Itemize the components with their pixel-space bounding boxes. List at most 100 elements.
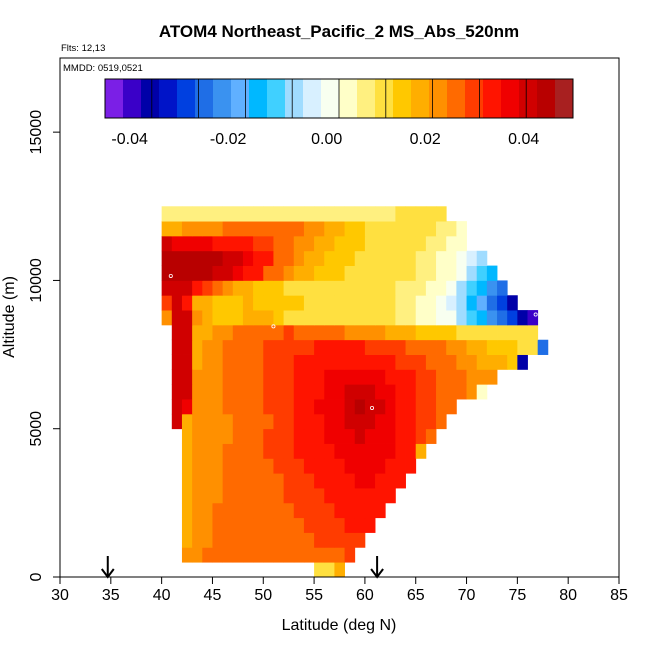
colorbar-segment xyxy=(231,79,250,118)
heatmap-cell xyxy=(212,339,224,355)
heatmap-cell xyxy=(161,280,173,296)
heatmap-cell xyxy=(334,473,345,489)
colorbar-segment xyxy=(519,79,538,118)
heatmap-cell xyxy=(415,295,427,311)
heatmap-cell xyxy=(405,399,417,415)
heatmap-cell xyxy=(273,384,284,400)
heatmap-cell xyxy=(202,295,213,311)
heatmap-cell xyxy=(324,443,335,459)
heatmap-cell xyxy=(405,280,417,296)
heatmap-cell xyxy=(253,502,264,519)
heatmap-cell xyxy=(344,339,356,355)
heatmap-cell xyxy=(181,488,193,504)
heatmap-cell xyxy=(415,235,427,252)
heatmap-cell xyxy=(303,310,315,326)
heatmap-cell xyxy=(385,280,396,296)
heatmap-cell xyxy=(486,354,498,370)
heatmap-cell xyxy=(375,369,386,385)
heatmap-cell xyxy=(232,310,244,326)
heatmap-cell xyxy=(192,369,203,385)
heatmap-cell xyxy=(364,206,376,222)
heatmap-cell xyxy=(263,428,274,444)
heatmap-cell xyxy=(181,502,193,519)
colorbar-tick-label: -0.02 xyxy=(210,131,247,148)
heatmap-cell xyxy=(497,354,508,370)
heatmap-cell xyxy=(354,399,366,415)
heatmap-cell xyxy=(232,458,244,474)
heatmap-cell xyxy=(202,235,213,252)
heatmap-cell xyxy=(385,235,396,252)
heatmap-cell xyxy=(253,295,264,311)
heatmap-cell xyxy=(242,339,254,355)
heatmap-cell xyxy=(354,413,366,430)
heatmap-cell xyxy=(192,250,203,266)
heatmap-cell xyxy=(436,339,447,355)
heatmap-cell xyxy=(222,413,234,430)
heatmap-cell xyxy=(293,295,305,311)
heatmap-cell xyxy=(314,458,325,474)
heatmap-cell xyxy=(202,206,213,222)
heatmap-cell xyxy=(354,384,366,400)
heatmap-cell xyxy=(324,354,335,370)
heatmap-cell xyxy=(375,413,386,430)
highlight-point xyxy=(370,405,375,410)
heatmap-cell xyxy=(212,488,224,504)
heatmap-cell xyxy=(192,324,203,341)
heatmap-cell xyxy=(354,502,366,519)
heatmap-cell xyxy=(192,265,203,281)
heatmap-cell xyxy=(527,310,539,326)
heatmap-cell xyxy=(507,310,518,326)
heatmap-cell xyxy=(232,428,244,444)
heatmap-cell xyxy=(293,488,305,504)
heatmap-cell xyxy=(161,206,173,222)
heatmap-cell xyxy=(466,265,478,281)
heatmap-cell xyxy=(192,428,203,444)
heatmap-cell xyxy=(405,339,417,355)
heatmap-cell xyxy=(324,265,335,281)
heatmap-cell xyxy=(334,235,345,252)
y-tick-label: 5000 xyxy=(28,411,45,447)
heatmap-cell xyxy=(405,265,417,281)
heatmap-cell xyxy=(293,399,305,415)
x-tick-label: 30 xyxy=(51,587,69,604)
heatmap-cell xyxy=(222,339,234,355)
heatmap-cell xyxy=(242,384,254,400)
heatmap-cell xyxy=(527,324,539,341)
heatmap-cell xyxy=(385,384,396,400)
heatmap-cell xyxy=(303,517,315,533)
heatmap-cell xyxy=(476,280,488,296)
heatmap-cell xyxy=(405,369,417,385)
heatmap-cell xyxy=(466,280,478,296)
heatmap-cell xyxy=(466,324,478,341)
heatmap-cell xyxy=(181,310,193,326)
heatmap-cell xyxy=(303,354,315,370)
heatmap-cell xyxy=(324,295,335,311)
heatmap-cell xyxy=(405,295,417,311)
heatmap-cell xyxy=(375,250,386,266)
heatmap-cell xyxy=(334,458,345,474)
colorbar-tick-label: 0.04 xyxy=(508,131,539,148)
heatmap-cell xyxy=(273,547,284,563)
heatmap-cell xyxy=(242,532,254,548)
heatmap-cell xyxy=(273,488,284,504)
heatmap-cell xyxy=(334,547,345,563)
heatmap-cell xyxy=(436,280,447,296)
heatmap-cell xyxy=(303,369,315,385)
heatmap-cell xyxy=(405,324,417,341)
heatmap-cell xyxy=(242,473,254,489)
heatmap-cell xyxy=(344,310,356,326)
heatmap-cell xyxy=(273,399,284,415)
heatmap-cell xyxy=(303,399,315,415)
heatmap-cell xyxy=(273,502,284,519)
heatmap-cell xyxy=(263,295,274,311)
heatmap-cell xyxy=(222,443,234,459)
heatmap-cell xyxy=(212,547,224,563)
x-tick-label: 40 xyxy=(153,587,171,604)
heatmap-cell xyxy=(212,280,224,296)
heatmap-cell xyxy=(263,235,274,252)
colorbar-segment xyxy=(249,79,268,118)
heatmap-cell xyxy=(263,473,274,489)
heatmap-cell xyxy=(415,310,427,326)
heatmap-cell xyxy=(415,250,427,266)
heatmap-cell xyxy=(344,547,356,563)
